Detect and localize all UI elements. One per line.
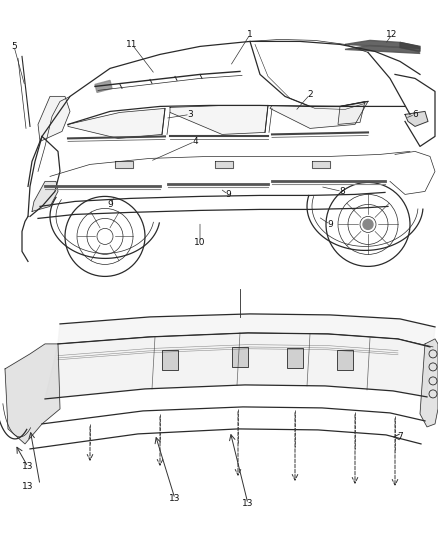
Polygon shape (38, 96, 70, 141)
FancyBboxPatch shape (162, 350, 178, 370)
Text: 9: 9 (107, 200, 113, 209)
Polygon shape (58, 314, 435, 347)
Polygon shape (115, 161, 133, 168)
Polygon shape (5, 344, 60, 444)
Polygon shape (312, 161, 330, 168)
Text: 4: 4 (192, 137, 198, 146)
Text: 13: 13 (242, 499, 254, 508)
Polygon shape (45, 333, 430, 399)
Polygon shape (95, 80, 112, 92)
Polygon shape (400, 43, 420, 51)
Polygon shape (420, 339, 438, 427)
Polygon shape (338, 101, 365, 124)
Text: 8: 8 (339, 187, 345, 196)
Polygon shape (32, 181, 58, 212)
Text: 13: 13 (22, 482, 34, 491)
Text: 3: 3 (187, 110, 193, 119)
Polygon shape (345, 41, 420, 49)
Polygon shape (345, 45, 420, 53)
Text: 6: 6 (412, 110, 418, 119)
Polygon shape (270, 101, 368, 128)
Text: 7: 7 (397, 432, 403, 441)
Text: 12: 12 (386, 30, 398, 39)
Text: 9: 9 (327, 220, 333, 229)
Text: 9: 9 (225, 190, 231, 199)
FancyBboxPatch shape (337, 350, 353, 370)
FancyBboxPatch shape (232, 347, 248, 367)
Text: 13: 13 (22, 463, 34, 471)
Text: 1: 1 (247, 30, 253, 39)
Polygon shape (405, 111, 428, 126)
Polygon shape (170, 106, 268, 134)
Polygon shape (68, 108, 165, 139)
Polygon shape (215, 161, 233, 168)
Text: 11: 11 (126, 40, 138, 49)
Circle shape (363, 220, 373, 229)
Text: 5: 5 (11, 42, 17, 51)
FancyBboxPatch shape (287, 348, 303, 368)
Text: 13: 13 (169, 495, 181, 503)
Text: 10: 10 (194, 238, 206, 247)
Text: 2: 2 (307, 90, 313, 99)
